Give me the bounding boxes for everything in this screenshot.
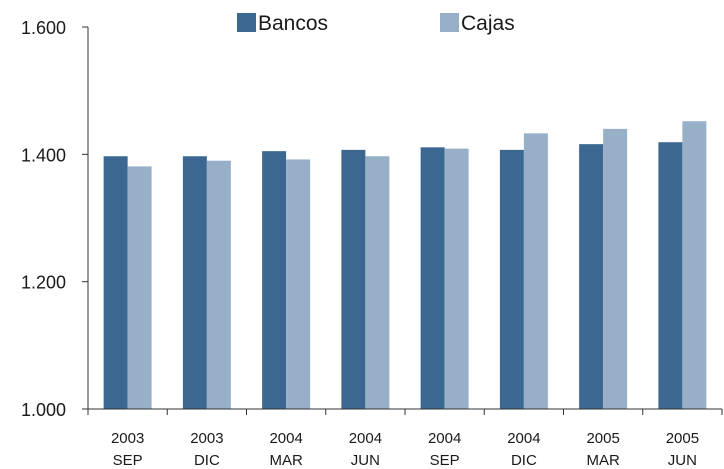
bar-cajas-3 (365, 156, 390, 409)
x-category-label: 2004 (349, 430, 382, 447)
legend: Bancos Cajas (237, 12, 515, 35)
x-category-label: 2003 (190, 430, 223, 447)
bar-cajas-6 (603, 128, 628, 409)
bar-bancos-3 (341, 149, 366, 410)
x-category-label: JUN (668, 452, 697, 469)
bar-bancos-7 (658, 142, 683, 409)
bar-bancos-5 (499, 149, 524, 410)
x-category-label: MAR (586, 452, 620, 469)
y-tick-label: 1.000 (21, 400, 66, 420)
x-category-label: JUN (351, 452, 380, 469)
legend-label-cajas: Cajas (461, 12, 515, 35)
bar-bancos-0 (103, 156, 128, 409)
bar-bancos-2 (262, 151, 287, 409)
y-tick-label: 1.200 (21, 273, 66, 293)
y-axis: 1.000 1.200 1.400 1.600 (21, 18, 89, 420)
x-category-label: DIC (194, 452, 220, 469)
x-category-label: 2004 (269, 430, 302, 447)
x-category-label: MAR (269, 452, 303, 469)
bar-cajas-7 (682, 121, 707, 409)
y-tick-label: 1.600 (21, 18, 66, 38)
bar-cajas-4 (444, 148, 469, 409)
bar-cajas-2 (286, 159, 311, 409)
x-axis: 2003 SEP 2003 DIC 2004 MAR 2004 JUN 2004 SEP 2004 D… (87, 408, 723, 469)
bar-bancos-4 (420, 147, 445, 409)
bar-cajas-0 (127, 166, 152, 409)
y-tick-label: 1.400 (21, 145, 66, 165)
bar-bancos-6 (579, 144, 604, 409)
bar-bancos-1 (182, 156, 207, 409)
bar-cajas-1 (206, 160, 231, 409)
bar-cajas-5 (523, 133, 548, 409)
x-category-label: SEP (430, 452, 460, 469)
x-category-label: 2005 (586, 430, 619, 447)
x-category-label: 2004 (428, 430, 461, 447)
x-category-label: SEP (113, 452, 143, 469)
x-category-label: 2005 (666, 430, 699, 447)
x-category-label: 2003 (111, 430, 144, 447)
legend-swatch-cajas (440, 13, 459, 32)
x-category-label: DIC (511, 452, 537, 469)
bars (103, 121, 707, 410)
legend-swatch-bancos (237, 13, 256, 32)
legend-label-bancos: Bancos (258, 12, 328, 35)
x-category-label: 2004 (507, 430, 540, 447)
